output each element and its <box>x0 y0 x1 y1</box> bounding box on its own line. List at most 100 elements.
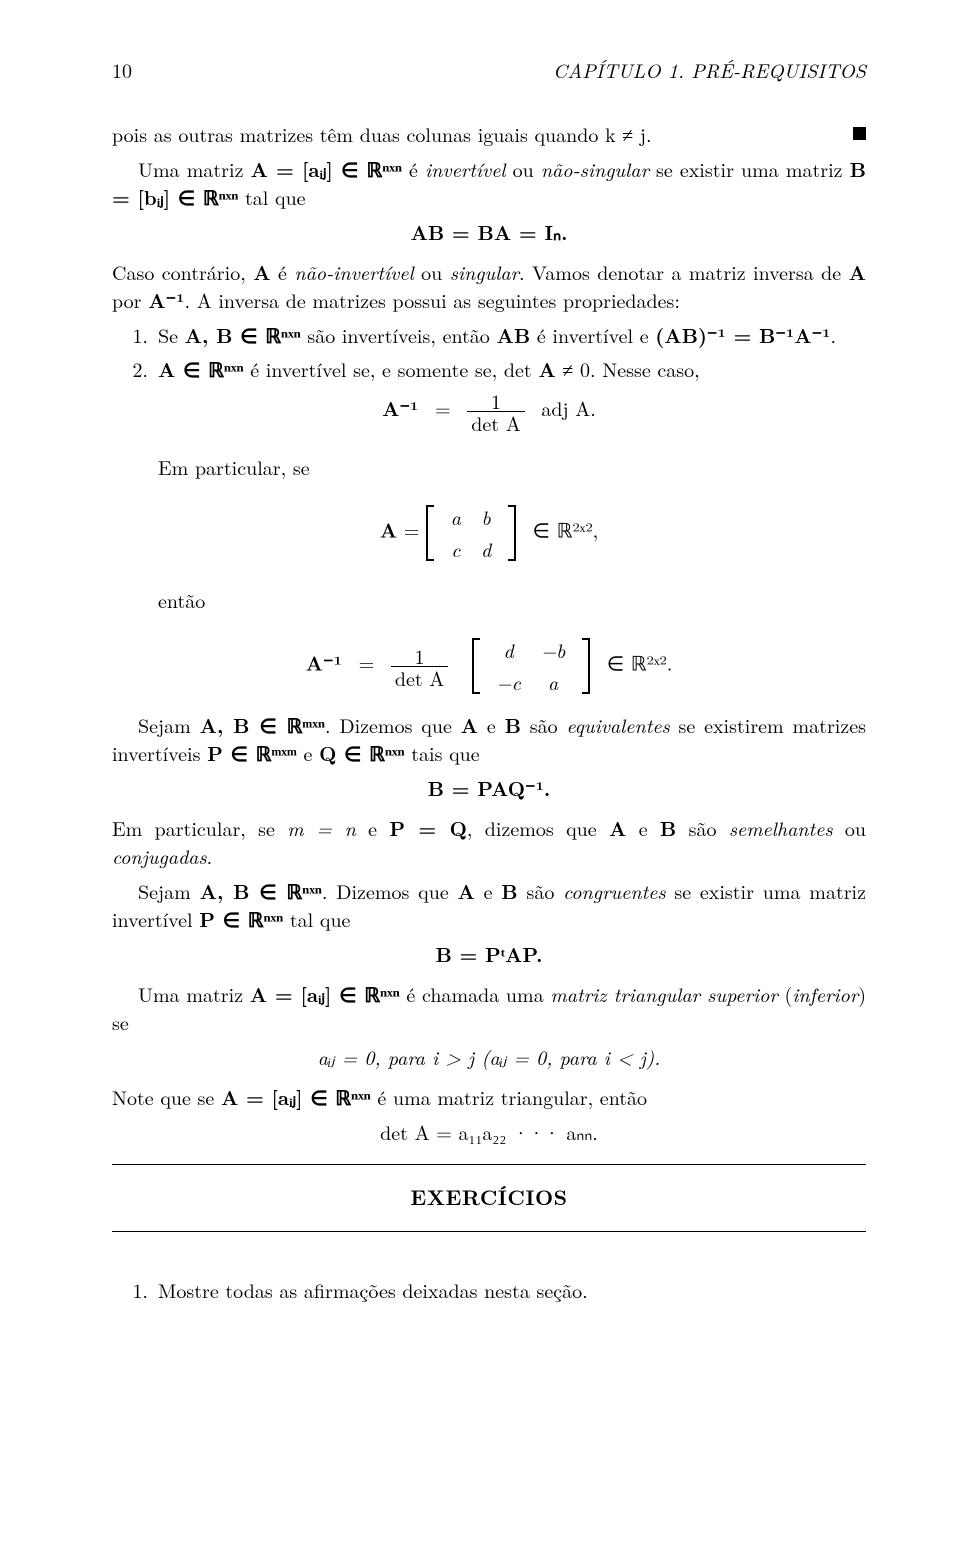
paragraph-semelhantes: Em particular, se m = n e P = Q, dizemos… <box>112 814 866 871</box>
list-body: Mostre todas as afirmações deixadas nest… <box>158 1276 866 1304</box>
term-nao-singular: não-singular <box>541 154 649 183</box>
text: . Vamos denotar a matriz inversa de <box>519 257 849 286</box>
text: é invertível se, e somente se, det <box>244 354 539 383</box>
cell: −b <box>531 634 576 666</box>
equation-aij-zero: aᵢⱼ = 0, para i > j (aᵢⱼ = 0, para i < j… <box>112 1043 866 1071</box>
text: . <box>207 841 213 870</box>
text: ou <box>506 154 541 183</box>
math: A <box>609 813 626 842</box>
text: e <box>626 813 660 842</box>
term-conjugadas: conjugadas <box>112 841 207 870</box>
text: . Dizemos que <box>322 876 458 905</box>
term-congruentes: congruentes <box>563 876 665 905</box>
math: A ∈ ℝⁿˣⁿ <box>158 354 244 383</box>
paragraph-intro: pois as outras matrizes têm duas colunas… <box>112 120 866 148</box>
math: A = [aᵢⱼ] ∈ ℝⁿˣⁿ <box>250 979 400 1008</box>
math: A = [aᵢⱼ] ∈ ℝⁿˣⁿ <box>221 1082 371 1111</box>
text: . Dizemos que <box>325 710 461 739</box>
math-A: A <box>253 257 270 286</box>
term-invertivel: invertível <box>425 154 506 183</box>
text: ≠ 0. Nesse caso, <box>556 354 700 383</box>
paragraph-triangular: Uma matriz A = [aᵢⱼ] ∈ ℝⁿˣⁿ é chamada um… <box>112 980 866 1037</box>
text: . <box>831 320 837 349</box>
qed-box-icon <box>853 127 866 140</box>
math: B = PAQ⁻¹. <box>428 773 551 802</box>
denominator: det A <box>467 412 524 433</box>
math: AB = BA = Iₙ. <box>411 217 568 246</box>
text: ou <box>414 257 450 286</box>
text: é chamada uma <box>400 979 551 1008</box>
list-item-2: 2. A ∈ ℝⁿˣⁿ é invertível se, e somente s… <box>112 355 866 383</box>
text: Sejam <box>138 876 200 905</box>
list-item-1: 1. Se A, B ∈ ℝⁿˣⁿ são invertíveis, então… <box>112 321 866 349</box>
bracket-right-icon <box>508 505 516 561</box>
text: é uma matriz triangular, então <box>371 1082 647 1111</box>
term-inferior: inferior <box>792 979 858 1008</box>
text: se existir uma matriz <box>649 154 850 183</box>
equation-ptap: B = PᵗAP. <box>112 940 866 968</box>
term-triangular-superior: matriz triangular superior <box>550 979 777 1008</box>
text: tal que <box>238 182 305 211</box>
fraction: 1 det A <box>467 390 524 433</box>
text: e <box>475 876 501 905</box>
math: A⁻¹ <box>306 648 342 677</box>
matrix-2x2: ab cd <box>441 501 501 566</box>
cell: a <box>531 666 576 698</box>
cell: d <box>471 533 501 565</box>
text: ( <box>778 979 792 1008</box>
math: B = PᵗAP. <box>435 939 542 968</box>
exercise-item-1: 1. Mostre todas as afirmações deixadas n… <box>112 1276 866 1304</box>
math: A <box>457 876 474 905</box>
equation-ab-ba-in: AB = BA = Iₙ. <box>112 218 866 246</box>
equation-det-product: det A = a₁₁a₂₂ ··· aₙₙ. <box>112 1118 866 1146</box>
text: é <box>402 154 425 183</box>
text: pois as outras matrizes têm duas colunas… <box>112 119 652 148</box>
cell: a <box>441 501 471 533</box>
text-entao: então <box>158 586 866 614</box>
text: é <box>271 257 295 286</box>
math: ℝ²ˣ² <box>631 648 667 677</box>
page-number: 10 <box>112 56 132 84</box>
paragraph-equivalentes: Sejam A, B ∈ ℝᵐˣⁿ. Dizemos que A e B são… <box>112 711 866 768</box>
bracket-left-icon <box>472 638 480 694</box>
cell: c <box>441 533 471 565</box>
cell: d <box>486 634 531 666</box>
text: Se <box>158 320 185 349</box>
text: e <box>478 710 505 739</box>
math: ℝ²ˣ² <box>557 515 593 544</box>
text: e <box>356 813 390 842</box>
math: A, B ∈ ℝᵐˣⁿ <box>200 710 325 739</box>
term-nao-invertivel: não-invertível <box>294 257 413 286</box>
math: A <box>538 354 555 383</box>
term-semelhantes: semelhantes <box>729 813 833 842</box>
list-body: Se A, B ∈ ℝⁿˣⁿ são invertíveis, então AB… <box>158 321 866 349</box>
math: AB <box>496 320 530 349</box>
term-singular: singular <box>450 257 519 286</box>
text: tais que <box>405 738 480 767</box>
math: m = n <box>287 813 356 842</box>
math-A-aij: A = [aᵢⱼ] ∈ ℝⁿˣⁿ <box>251 154 402 183</box>
text: Uma matriz <box>138 979 250 1008</box>
text: Note que se <box>112 1082 221 1111</box>
paragraph-congruentes: Sejam A, B ∈ ℝⁿˣⁿ. Dizemos que A e B são… <box>112 877 866 934</box>
text: são <box>521 710 567 739</box>
horizontal-rule <box>112 1164 866 1165</box>
math: B <box>501 876 517 905</box>
list-number: 1. <box>112 1276 158 1304</box>
paragraph-singular: Caso contrário, A é não-invertível ou si… <box>112 258 866 315</box>
math-Ainv: A⁻¹ <box>148 285 184 314</box>
equation-Ainv-2x2: A⁻¹ = 1 det A d−b −ca ∈ ℝ²ˣ². <box>112 634 866 699</box>
math: A, B ∈ ℝⁿˣⁿ <box>185 320 301 349</box>
list-number: 1. <box>112 321 158 349</box>
section-title-exercicios: EXERCÍCIOS <box>112 1183 866 1213</box>
bracket-left-icon <box>426 505 434 561</box>
cell: b <box>471 501 501 533</box>
equation-ainv-adj: A⁻¹ = 1 det A adj A. <box>112 390 866 433</box>
text: Uma matriz <box>138 154 251 183</box>
text-em-particular: Em particular, se <box>158 453 866 481</box>
equation-paq: B = PAQ⁻¹. <box>112 774 866 802</box>
math: adj A. <box>541 392 595 421</box>
math: A⁻¹ <box>382 392 418 421</box>
math: A, B ∈ ℝⁿˣⁿ <box>200 876 322 905</box>
text: por <box>112 285 148 314</box>
